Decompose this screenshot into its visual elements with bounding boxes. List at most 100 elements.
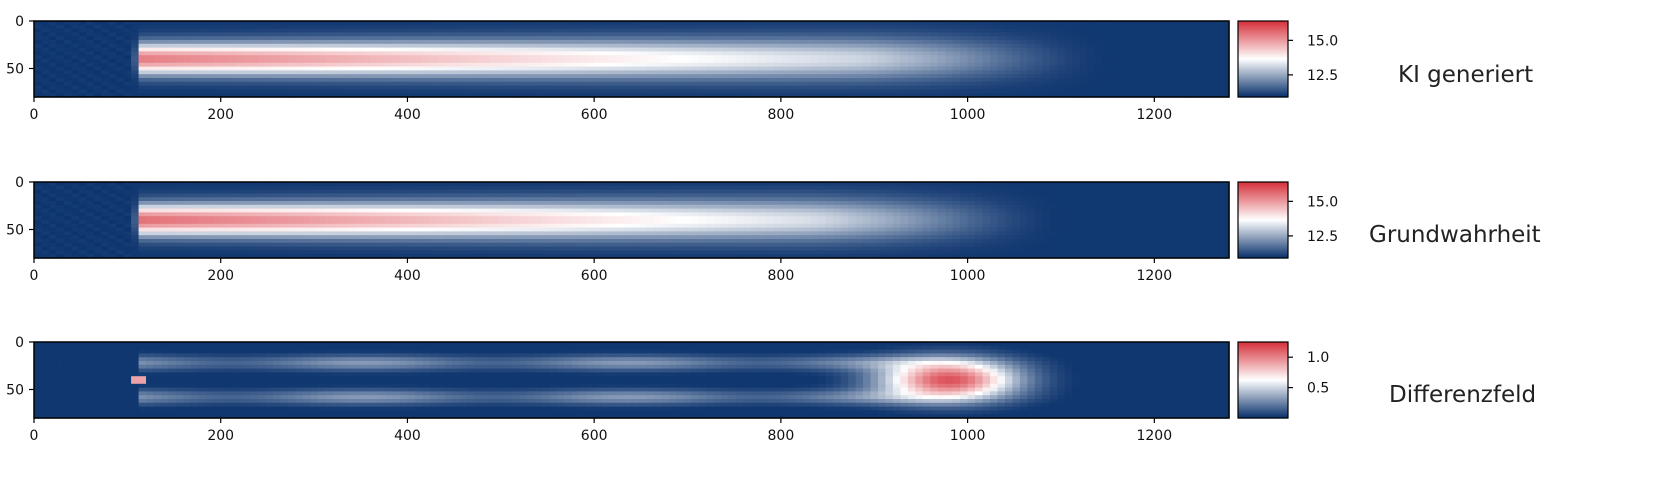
heatmap-cell: [377, 24, 386, 30]
heatmap-cell: [661, 78, 670, 83]
heatmap-cell: [698, 74, 707, 79]
heatmap-cell: [287, 55, 297, 60]
heatmap-cell: [459, 212, 468, 217]
heatmap-cell: [1206, 212, 1215, 217]
heatmap-cell: [1214, 24, 1223, 30]
heatmap-cell: [482, 204, 491, 210]
heatmap-cell: [1154, 74, 1163, 79]
heatmap-cell: [153, 32, 162, 37]
heatmap-cell: [586, 70, 595, 75]
heatmap-cell: [922, 24, 931, 30]
heatmap-cell: [1094, 182, 1103, 187]
heatmap-cell: [325, 81, 334, 87]
heatmap-cell: [467, 189, 476, 194]
heatmap-cell: [638, 182, 648, 187]
heatmap-cell: [287, 201, 297, 206]
heatmap-cell: [1124, 47, 1133, 52]
heatmap-cell: [825, 59, 834, 64]
heatmap-cell: [728, 220, 737, 225]
heatmap-cell: [840, 81, 849, 87]
heatmap-cell: [1004, 208, 1014, 213]
heatmap-cell: [392, 93, 401, 98]
heatmap-cell: [1004, 185, 1014, 191]
heatmap-cell: [1057, 36, 1066, 41]
heatmap-cell: [526, 204, 536, 210]
heatmap-cell: [803, 43, 812, 49]
heatmap-cell: [803, 216, 812, 221]
heatmap-cell: [362, 66, 371, 71]
heatmap-cell: [1094, 40, 1103, 45]
heatmap-cell: [1102, 78, 1111, 83]
heatmap-cell: [848, 21, 857, 26]
heatmap-cell: [594, 74, 603, 79]
heatmap-cell: [235, 189, 244, 194]
heatmap-cell: [504, 40, 513, 45]
heatmap-cell: [1057, 197, 1066, 202]
heatmap-cell: [609, 81, 618, 87]
heatmap-cell: [41, 40, 50, 45]
heatmap-cell: [1064, 24, 1073, 30]
heatmap-cell: [347, 185, 356, 191]
heatmap-cell: [698, 40, 707, 45]
heatmap-cell: [1131, 89, 1140, 94]
heatmap-cell: [780, 36, 789, 41]
heatmap-cell: [907, 81, 916, 87]
heatmap-cell: [609, 189, 618, 194]
heatmap-cell: [1176, 55, 1185, 60]
heatmap-cell: [340, 59, 349, 64]
heatmap-cell: [414, 208, 423, 213]
heatmap-cell: [1161, 40, 1170, 45]
heatmap-cell: [302, 55, 311, 60]
heatmap-cell: [198, 220, 207, 225]
heatmap-cell: [340, 89, 349, 94]
heatmap-cell: [870, 201, 879, 206]
heatmap-cell: [922, 62, 931, 68]
heatmap-cell: [1154, 55, 1163, 60]
heatmap-cell: [743, 59, 752, 64]
heatmap-cell: [765, 28, 775, 33]
heatmap-cell: [317, 59, 326, 64]
heatmap-cell: [549, 47, 558, 52]
heatmap-cell: [153, 81, 162, 87]
heatmap-cell: [1004, 201, 1014, 206]
heatmap-cell: [915, 193, 924, 198]
heatmap-cell: [915, 51, 924, 56]
heatmap-cell: [1057, 28, 1066, 33]
heatmap-cell: [497, 182, 506, 187]
heatmap-cell: [168, 36, 177, 41]
heatmap-cell: [609, 74, 618, 79]
heatmap-cell: [86, 208, 95, 213]
heatmap-cell: [646, 70, 655, 75]
heatmap-cell: [407, 43, 416, 49]
heatmap-cell: [1034, 216, 1043, 221]
heatmap-cell: [34, 43, 43, 49]
heatmap-cell: [385, 24, 394, 30]
heatmap-cell: [833, 74, 842, 79]
heatmap-cell: [601, 66, 610, 71]
heatmap-cell: [624, 36, 633, 41]
heatmap-cell: [1124, 182, 1133, 187]
heatmap-cell: [698, 28, 707, 33]
heatmap-cell: [945, 28, 954, 33]
heatmap-cell: [190, 93, 199, 98]
heatmap-cell: [609, 216, 618, 221]
heatmap-cell: [937, 32, 946, 37]
heatmap-cell: [945, 93, 954, 98]
heatmap-cell: [205, 193, 214, 198]
heatmap-cell: [41, 32, 50, 37]
heatmap-cell: [586, 66, 595, 71]
heatmap-cell: [795, 62, 804, 68]
heatmap-cell: [1004, 43, 1014, 49]
heatmap-cell: [1034, 66, 1043, 71]
heatmap-cell: [205, 93, 214, 98]
heatmap-cell: [1102, 40, 1111, 45]
heatmap-cell: [728, 66, 737, 71]
heatmap-cell: [863, 201, 872, 206]
heatmap-cell: [840, 89, 849, 94]
heatmap-cell: [295, 189, 304, 194]
heatmap-cell: [1176, 197, 1185, 202]
heatmap-cell: [153, 216, 162, 221]
heatmap-cell: [1027, 43, 1036, 49]
heatmap-cell: [1004, 85, 1014, 90]
heatmap-cell: [1124, 201, 1133, 206]
